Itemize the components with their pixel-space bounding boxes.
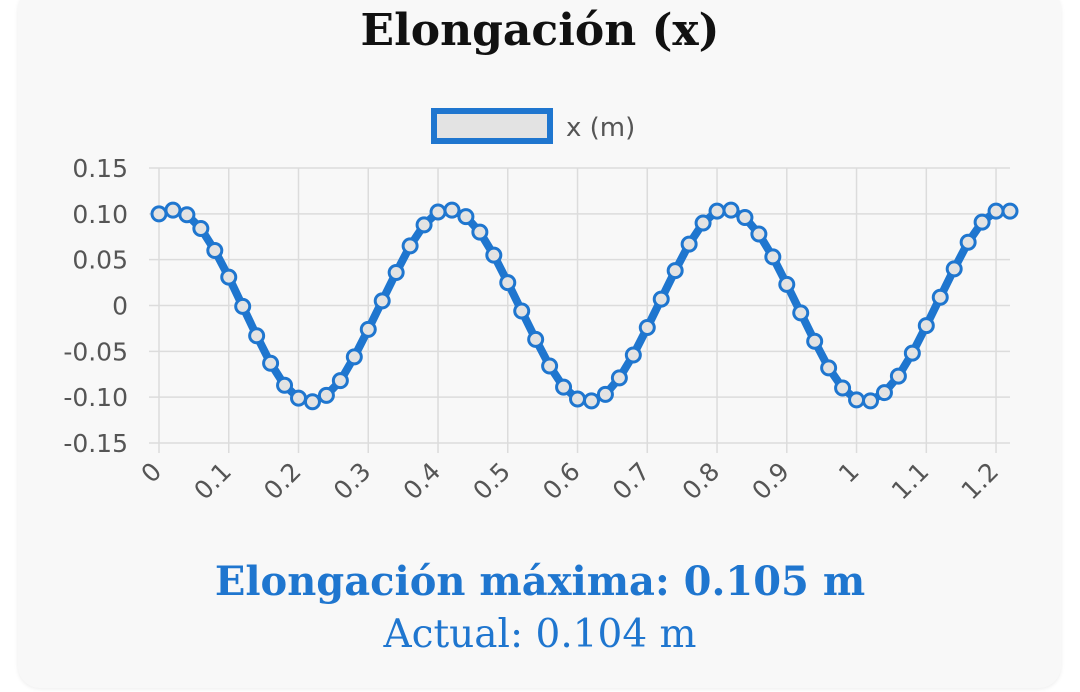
data-point xyxy=(875,384,893,402)
x-tick-label: 0.7 xyxy=(607,457,656,506)
data-point xyxy=(708,202,726,220)
data-point xyxy=(429,203,447,221)
data-point xyxy=(582,392,600,410)
x-tick-label: 0.9 xyxy=(746,457,795,506)
x-tick-label: 1.2 xyxy=(956,457,1005,506)
data-point xyxy=(317,386,335,404)
data-point xyxy=(736,209,754,226)
data-point xyxy=(764,248,782,266)
data-point xyxy=(973,213,991,231)
data-point xyxy=(959,233,977,251)
x-tick-label: 0.6 xyxy=(537,457,586,506)
x-tick-label: 0 xyxy=(135,457,167,489)
x-tick-label: 0.2 xyxy=(258,457,307,506)
data-point xyxy=(220,268,238,286)
data-point xyxy=(624,346,642,364)
data-point xyxy=(262,354,280,372)
data-point xyxy=(596,385,614,403)
data-point xyxy=(778,275,796,293)
data-point xyxy=(889,367,907,385)
data-point xyxy=(331,372,349,390)
data-point xyxy=(680,235,698,253)
data-point xyxy=(345,348,363,366)
data-point xyxy=(276,376,294,394)
x-tick-label: 0.5 xyxy=(467,457,516,506)
data-point xyxy=(485,246,503,264)
data-point xyxy=(569,390,587,408)
max-elongation-text: Elongación máxima: 0.105 m xyxy=(214,558,866,605)
legend-swatch xyxy=(431,108,553,144)
data-point xyxy=(945,260,963,278)
data-point xyxy=(401,237,419,255)
x-tick-label: 0.4 xyxy=(398,457,447,506)
chart-plot: 0.150.100.050-0.05-0.10-0.150 0.1 0.2 0.3 0.… xyxy=(63,108,1019,506)
data-point xyxy=(234,297,252,315)
data-point xyxy=(527,330,545,348)
y-tick-label: 0 xyxy=(112,292,128,321)
x-tick-label: 1.1 xyxy=(886,457,935,506)
y-tick-label: 0.15 xyxy=(72,154,128,183)
data-point xyxy=(373,292,391,310)
y-tick-label: -0.05 xyxy=(63,337,128,366)
data-point xyxy=(820,359,838,377)
data-point xyxy=(150,205,168,223)
data-point xyxy=(178,206,196,224)
data-point xyxy=(917,317,935,335)
data-point xyxy=(610,369,628,387)
data-point xyxy=(290,389,308,407)
x-tick-label: 1 xyxy=(833,457,865,489)
data-point xyxy=(861,392,879,410)
data-point xyxy=(415,216,433,234)
data-point xyxy=(499,274,517,292)
data-point xyxy=(903,344,921,362)
data-point xyxy=(1001,202,1019,220)
y-tick-label: 0.10 xyxy=(72,200,128,229)
x-tick-label: 0.1 xyxy=(188,457,237,506)
data-point xyxy=(931,288,949,306)
data-point xyxy=(750,225,768,243)
data-point xyxy=(834,379,852,397)
data-point xyxy=(206,242,224,259)
data-point xyxy=(387,264,405,281)
data-point xyxy=(164,201,182,219)
data-point xyxy=(722,201,740,219)
data-point xyxy=(987,202,1005,220)
chart-title: Elongación (x) xyxy=(360,5,720,56)
x-tick-label: 0.8 xyxy=(677,457,726,506)
y-tick-label: 0.05 xyxy=(72,246,128,275)
data-point xyxy=(638,319,656,336)
data-point xyxy=(471,223,489,241)
legend-label: x (m) xyxy=(566,113,635,143)
data-point xyxy=(457,208,475,226)
data-point xyxy=(848,391,866,409)
x-tick-label: 0.3 xyxy=(328,457,377,506)
data-point xyxy=(666,262,684,280)
data-point xyxy=(248,327,266,345)
data-point xyxy=(792,304,810,322)
data-point xyxy=(652,290,670,308)
data-point xyxy=(694,214,712,232)
data-point xyxy=(359,320,377,338)
data-point xyxy=(513,302,531,320)
data-point xyxy=(555,378,573,396)
y-tick-label: -0.10 xyxy=(63,383,128,412)
y-tick-label: -0.15 xyxy=(63,429,128,458)
data-point xyxy=(192,220,210,237)
current-elongation-text: Actual: 0.104 m xyxy=(383,612,697,657)
data-point xyxy=(541,357,559,375)
data-point xyxy=(303,393,321,411)
data-point xyxy=(443,201,461,219)
data-point xyxy=(806,332,824,350)
